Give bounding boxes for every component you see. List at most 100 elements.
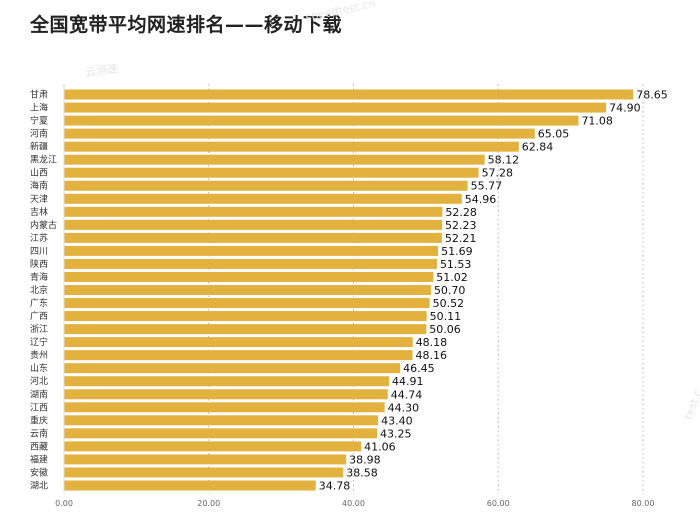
bar [64, 115, 579, 126]
value-label: 43.40 [381, 414, 413, 427]
category-label: 甘肃 [30, 89, 48, 101]
value-label: 50.70 [434, 284, 466, 297]
chart-title: 全国宽带平均网速排名——移动下载 [30, 14, 343, 36]
bar [64, 311, 427, 322]
value-label: 52.28 [445, 206, 477, 219]
value-label: 51.53 [440, 258, 472, 271]
category-label: 黑龙江 [30, 154, 57, 166]
value-label: 54.96 [465, 193, 497, 206]
category-label: 山西 [30, 168, 48, 179]
category-label: 青海 [30, 271, 48, 283]
bar [64, 454, 347, 465]
bar [64, 389, 388, 400]
x-tick-label: 80.00 [632, 499, 655, 508]
bar [64, 219, 443, 230]
x-tick-label: 0.00 [55, 499, 73, 508]
value-label: 38.98 [349, 453, 381, 466]
category-label: 山东 [30, 362, 48, 374]
bar [64, 467, 344, 478]
bar [64, 154, 485, 165]
bar [64, 206, 443, 217]
category-label: 江西 [30, 402, 48, 413]
value-label: 50.06 [429, 323, 461, 336]
value-label: 50.52 [433, 297, 465, 310]
value-label: 62.84 [522, 141, 554, 154]
category-label: 上海 [30, 102, 48, 114]
category-label: 吉林 [30, 206, 48, 218]
value-label: 65.05 [538, 128, 570, 141]
value-label: 52.21 [445, 232, 477, 245]
bar [64, 428, 378, 439]
bar [64, 350, 413, 361]
value-label: 57.28 [482, 167, 513, 180]
bar [64, 180, 468, 191]
category-label: 浙江 [30, 323, 48, 335]
value-label: 51.02 [436, 271, 468, 284]
value-label: 44.30 [388, 401, 420, 414]
category-label: 海南 [30, 180, 48, 192]
category-label: 广西 [30, 310, 48, 322]
category-label: 宁夏 [30, 115, 48, 127]
bar [64, 258, 437, 269]
x-tick-label: 60.00 [487, 499, 510, 508]
bar [64, 285, 431, 295]
category-label: 西藏 [30, 440, 48, 452]
value-label: 48.18 [416, 336, 448, 349]
x-tick-label: 40.00 [342, 499, 365, 508]
category-label: 陕西 [30, 258, 48, 270]
value-label: 58.12 [488, 154, 520, 167]
bar [64, 128, 535, 139]
category-label: 河南 [30, 128, 48, 140]
category-label: 福建 [30, 453, 48, 465]
category-label: 河北 [30, 375, 48, 387]
bar [64, 480, 316, 491]
bar [64, 402, 385, 413]
bar [64, 89, 634, 100]
bar [64, 167, 479, 178]
bar [64, 245, 439, 256]
category-label: 广东 [30, 297, 48, 309]
category-label: 重庆 [30, 414, 48, 426]
bar [64, 298, 430, 309]
category-label: 天津 [30, 194, 48, 205]
value-label: 52.23 [445, 219, 477, 232]
value-label: 74.90 [609, 102, 641, 115]
x-tick-label: 20.00 [197, 499, 220, 508]
bar [64, 324, 427, 335]
value-label: 51.69 [441, 245, 473, 258]
value-label: 44.74 [391, 388, 423, 401]
category-label: 湖北 [30, 480, 48, 491]
category-label: 湖南 [30, 388, 48, 400]
category-label: 辽宁 [30, 336, 48, 348]
value-label: 71.08 [581, 115, 613, 128]
value-label: 50.11 [430, 310, 462, 323]
category-label: 新疆 [30, 141, 48, 153]
value-label: 41.06 [364, 440, 396, 453]
category-label: 安徽 [30, 466, 48, 478]
bar [64, 376, 390, 387]
bar [64, 441, 362, 452]
value-label: 43.25 [380, 427, 412, 440]
bar [64, 415, 379, 426]
bar [64, 271, 434, 282]
value-label: 44.91 [392, 375, 424, 388]
category-label: 江苏 [30, 232, 48, 244]
value-label: 78.65 [636, 89, 668, 102]
category-label: 内蒙古 [30, 219, 57, 231]
value-label: 55.77 [471, 180, 503, 193]
category-label: 北京 [30, 284, 48, 296]
bar [64, 102, 607, 113]
bar [64, 141, 519, 152]
category-label: 贵州 [30, 349, 48, 361]
bar [64, 363, 401, 374]
value-label: 46.45 [403, 362, 435, 375]
bar [64, 232, 442, 243]
bar [64, 193, 462, 204]
value-label: 34.78 [319, 479, 351, 492]
category-label: 四川 [30, 247, 48, 257]
value-label: 38.58 [346, 466, 378, 479]
value-label: 48.16 [416, 349, 448, 362]
category-label: 云南 [30, 427, 48, 439]
bar [64, 337, 413, 348]
